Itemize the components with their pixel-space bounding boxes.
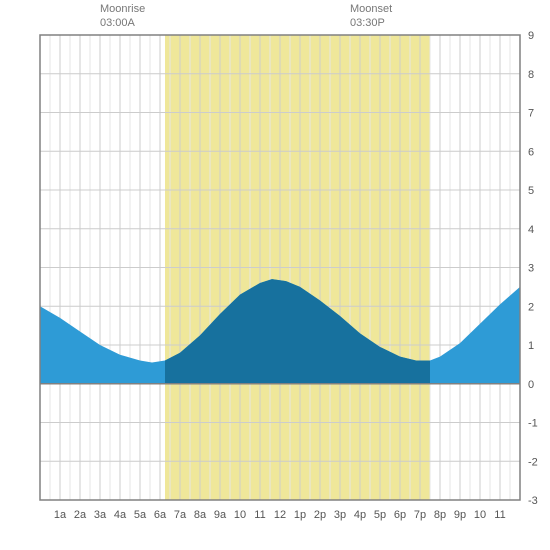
y-tick-label: 7	[528, 108, 534, 120]
x-tick-label: 8a	[194, 509, 207, 521]
moonrise-time: 03:00A	[100, 16, 145, 30]
y-tick-label: 6	[528, 146, 534, 158]
x-tick-label: 7p	[414, 509, 426, 521]
x-tick-label: 11	[494, 509, 505, 521]
tide-chart: 1a2a3a4a5a6a7a8a9a1011121p2p3p4p5p6p7p8p…	[0, 0, 550, 550]
moonset-title: Moonset	[350, 2, 392, 16]
x-tick-label: 6a	[154, 509, 167, 521]
y-tick-label: 3	[528, 263, 534, 275]
x-tick-label: 1a	[54, 509, 67, 521]
x-tick-label: 12	[274, 509, 286, 521]
x-tick-label: 4p	[354, 509, 366, 521]
moonset-time: 03:30P	[350, 16, 392, 30]
x-tick-label: 4a	[114, 509, 127, 521]
y-tick-label: -2	[528, 456, 538, 468]
x-tick-label: 5a	[134, 509, 147, 521]
y-tick-label: 5	[528, 185, 534, 197]
moonrise-title: Moonrise	[100, 2, 145, 16]
moonset-annotation: Moonset 03:30P	[350, 2, 392, 30]
y-tick-label: 1	[528, 340, 534, 352]
y-tick-label: 9	[528, 30, 534, 42]
moonrise-annotation: Moonrise 03:00A	[100, 2, 145, 30]
x-tick-label: 7a	[174, 509, 187, 521]
x-tick-label: 8p	[434, 509, 446, 521]
y-tick-label: 0	[528, 379, 534, 391]
x-tick-label: 5p	[374, 509, 386, 521]
y-tick-label: 8	[528, 69, 534, 81]
y-tick-label: 2	[528, 301, 534, 313]
y-tick-label: 4	[528, 224, 534, 236]
x-tick-label: 10	[474, 509, 486, 521]
x-tick-label: 3a	[94, 509, 107, 521]
x-tick-label: 9p	[454, 509, 466, 521]
x-tick-label: 2a	[74, 509, 87, 521]
y-tick-label: -1	[528, 418, 538, 430]
x-tick-label: 2p	[314, 509, 326, 521]
x-tick-label: 10	[234, 509, 246, 521]
x-tick-label: 1p	[294, 509, 306, 521]
x-tick-label: 6p	[394, 509, 406, 521]
x-tick-label: 11	[254, 509, 265, 521]
y-tick-label: -3	[528, 495, 538, 507]
x-tick-label: 9a	[214, 509, 227, 521]
x-tick-label: 3p	[334, 509, 346, 521]
